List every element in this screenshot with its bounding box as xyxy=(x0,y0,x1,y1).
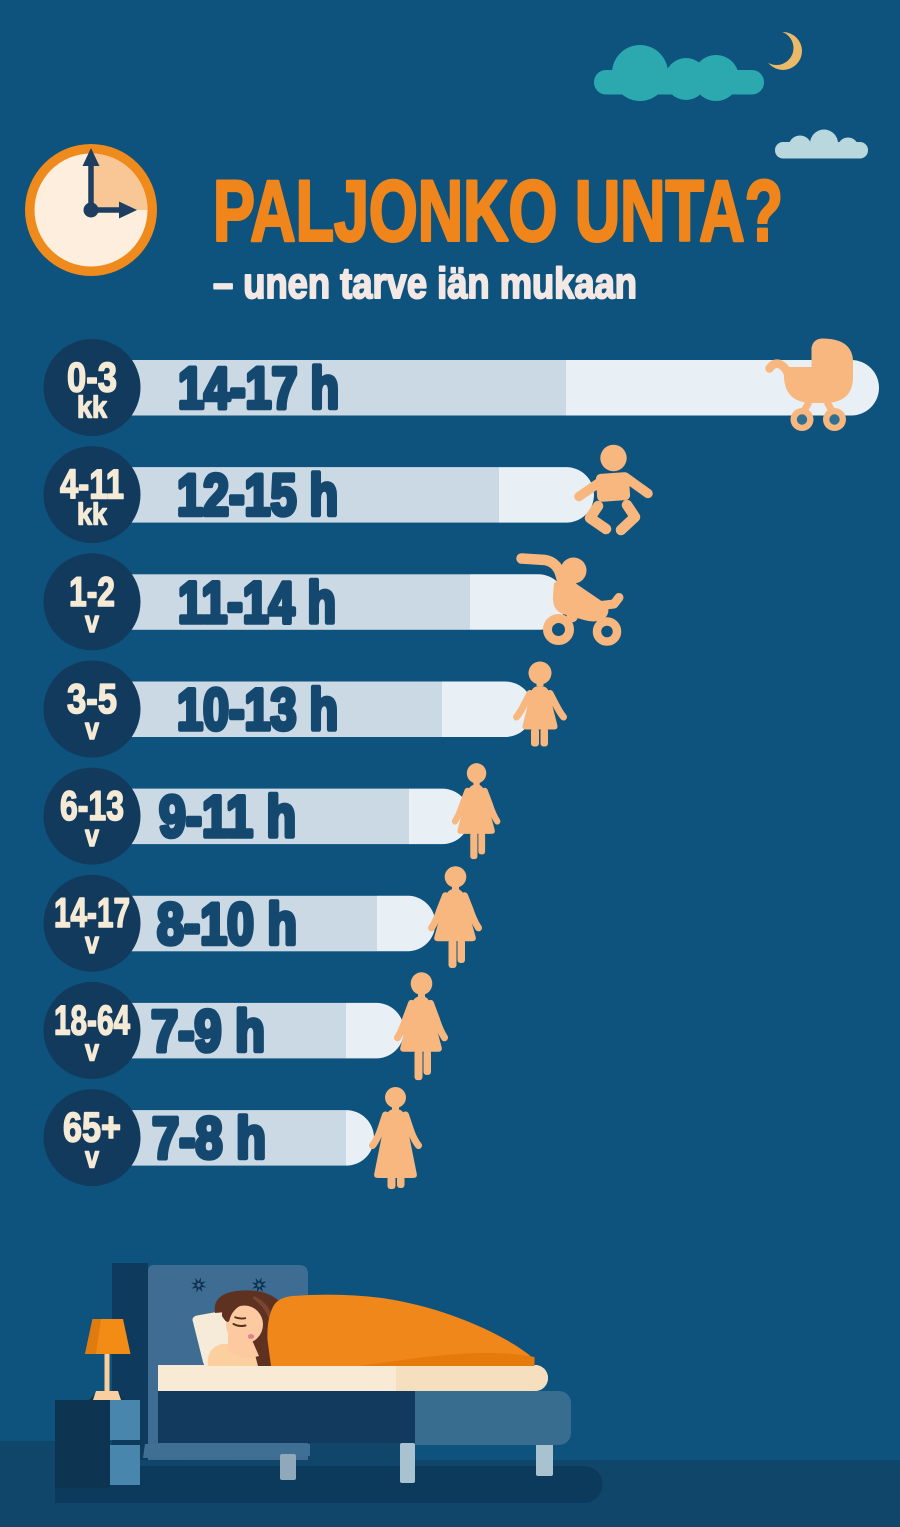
svg-text:7-9 h: 7-9 h xyxy=(151,999,265,1064)
svg-text:v: v xyxy=(85,925,100,960)
svg-text:4-11: 4-11 xyxy=(60,461,124,508)
svg-text:10-13 h: 10-13 h xyxy=(177,678,338,743)
svg-text:7-8 h: 7-8 h xyxy=(152,1106,266,1171)
svg-text:v: v xyxy=(85,604,100,639)
svg-text:0-3: 0-3 xyxy=(67,354,117,401)
svg-text:14-17: 14-17 xyxy=(54,889,130,936)
svg-text:kk: kk xyxy=(77,497,108,532)
svg-text:3-5: 3-5 xyxy=(67,675,117,722)
svg-text:8-10 h: 8-10 h xyxy=(157,892,297,957)
svg-text:PALJONKO UNTA?: PALJONKO UNTA? xyxy=(213,164,783,260)
svg-text:14-17 h: 14-17 h xyxy=(178,356,339,421)
svg-text:v: v xyxy=(85,1032,100,1067)
svg-text:12-15 h: 12-15 h xyxy=(177,463,338,528)
svg-text:v: v xyxy=(85,818,100,853)
svg-text:v: v xyxy=(85,711,100,746)
svg-text:9-11 h: 9-11 h xyxy=(159,785,296,850)
svg-text:11-14 h: 11-14 h xyxy=(178,570,336,635)
svg-text:– unen tarve iän mukaan: – unen tarve iän mukaan xyxy=(213,259,637,308)
svg-text:kk: kk xyxy=(77,390,108,425)
svg-text:65+: 65+ xyxy=(63,1104,121,1151)
svg-text:6-13: 6-13 xyxy=(60,782,124,829)
svg-text:18-64: 18-64 xyxy=(54,996,130,1043)
svg-text:v: v xyxy=(85,1140,100,1175)
svg-text:1-2: 1-2 xyxy=(69,568,115,615)
